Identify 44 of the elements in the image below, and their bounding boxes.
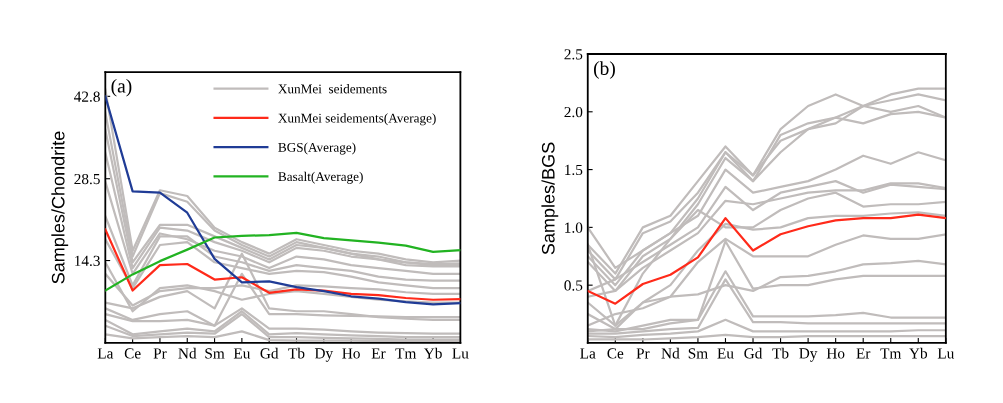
x-tick-label: Yb	[423, 347, 442, 359]
x-tick-label: Ho	[826, 348, 845, 359]
y-tick-label: 2.0	[564, 106, 583, 118]
legend-label: BGS(Average)	[278, 142, 356, 155]
y-tick-label: 42.8	[74, 91, 100, 102]
x-tick-label: Eu	[717, 348, 734, 359]
x-tick-label: Ce	[124, 348, 141, 359]
x-tick-label: Er	[856, 348, 871, 359]
legend-label: XunMei seidements(Average)	[278, 113, 436, 126]
y-tick-label: 2.5	[564, 49, 583, 60]
x-tick-label: Pr	[636, 348, 650, 359]
y-tick-label: 0.5	[564, 280, 583, 291]
x-tick-label: La	[580, 348, 596, 359]
annotation: (a)	[111, 78, 132, 97]
x-tick-label: Tb	[288, 347, 305, 359]
x-tick-label: Tb	[772, 347, 789, 359]
x-tick-label: Ho	[342, 348, 360, 359]
annotation: (b)	[593, 61, 615, 79]
y-axis-title: Samples/BGS	[541, 142, 559, 255]
x-tick-label: Ce	[607, 348, 624, 359]
x-tick-label: Yb	[909, 347, 928, 359]
x-tick-label: Gd	[260, 347, 279, 359]
x-tick-label: Sm	[688, 348, 708, 359]
x-tick-label: Nd	[661, 347, 680, 359]
x-tick-label: Er	[371, 348, 386, 359]
x-tick-label: Gd	[744, 347, 763, 359]
x-tick-label: Tm	[880, 348, 902, 359]
y-axis-title: Samples/Chondrite	[51, 131, 69, 284]
x-tick-label: Lu	[452, 348, 469, 359]
x-tick-label: Dy	[314, 348, 334, 362]
legend-label: Basalt(Average)	[278, 171, 363, 184]
y-tick-label: 1.0	[565, 222, 583, 233]
x-tick-label: Nd	[178, 347, 197, 359]
x-tick-label: Dy	[799, 348, 818, 362]
x-tick-label: La	[97, 348, 114, 359]
x-tick-label: Lu	[937, 348, 955, 359]
x-tick-label: Tm	[395, 348, 417, 359]
x-tick-label: Sm	[205, 348, 225, 359]
x-tick-label: Pr	[153, 348, 167, 359]
x-tick-label: Eu	[233, 348, 251, 359]
legend-label: XunMei seidements	[278, 84, 387, 94]
y-tick-label: 14.3	[75, 255, 100, 267]
y-tick-label: 1.5	[565, 164, 583, 176]
y-tick-label: 28.5	[74, 173, 100, 185]
